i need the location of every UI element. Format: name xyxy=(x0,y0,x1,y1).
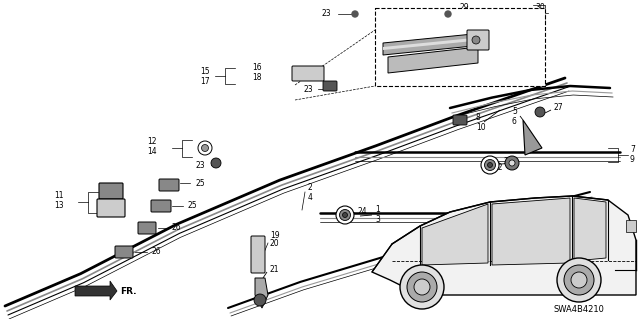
Polygon shape xyxy=(388,47,478,73)
Text: 1: 1 xyxy=(375,205,380,214)
FancyBboxPatch shape xyxy=(138,222,156,234)
Text: 23: 23 xyxy=(195,160,205,169)
Text: 7: 7 xyxy=(630,145,635,154)
FancyBboxPatch shape xyxy=(151,200,171,212)
Text: 5: 5 xyxy=(512,108,517,116)
Text: 24: 24 xyxy=(358,207,367,217)
Text: 25: 25 xyxy=(188,202,198,211)
Text: 12: 12 xyxy=(147,137,157,146)
Text: 23: 23 xyxy=(322,9,332,18)
Text: 3: 3 xyxy=(375,214,380,224)
Polygon shape xyxy=(383,37,483,50)
Text: 8: 8 xyxy=(476,114,481,122)
FancyBboxPatch shape xyxy=(115,246,133,258)
Circle shape xyxy=(535,107,545,117)
Circle shape xyxy=(254,294,266,306)
Circle shape xyxy=(342,212,348,218)
Polygon shape xyxy=(422,204,488,265)
Circle shape xyxy=(445,11,451,17)
Polygon shape xyxy=(255,278,268,308)
Circle shape xyxy=(488,162,493,167)
Circle shape xyxy=(484,160,495,170)
Text: 32: 32 xyxy=(460,13,470,23)
Circle shape xyxy=(400,265,444,309)
Circle shape xyxy=(202,145,209,152)
Text: 26: 26 xyxy=(152,248,162,256)
Circle shape xyxy=(352,11,358,17)
Circle shape xyxy=(211,158,221,168)
Circle shape xyxy=(198,141,212,155)
FancyBboxPatch shape xyxy=(292,66,324,81)
Text: 25: 25 xyxy=(195,179,205,188)
Polygon shape xyxy=(383,33,483,55)
Circle shape xyxy=(407,272,437,302)
FancyBboxPatch shape xyxy=(323,81,337,91)
Text: 17: 17 xyxy=(200,77,210,85)
Circle shape xyxy=(564,265,594,295)
Text: SWA4B4210: SWA4B4210 xyxy=(553,306,604,315)
Circle shape xyxy=(509,160,515,166)
FancyBboxPatch shape xyxy=(159,179,179,191)
Text: 18: 18 xyxy=(252,72,262,81)
Circle shape xyxy=(339,210,351,220)
Circle shape xyxy=(557,258,601,302)
Circle shape xyxy=(414,279,430,295)
Text: 15: 15 xyxy=(200,68,210,77)
Polygon shape xyxy=(372,196,636,295)
Polygon shape xyxy=(75,281,117,300)
Text: 26: 26 xyxy=(172,224,182,233)
Text: 20: 20 xyxy=(270,240,280,249)
FancyBboxPatch shape xyxy=(97,199,125,217)
Text: 14: 14 xyxy=(147,146,157,155)
Circle shape xyxy=(336,206,354,224)
Text: 2: 2 xyxy=(308,183,313,192)
Text: 16: 16 xyxy=(252,63,262,72)
Polygon shape xyxy=(574,198,606,261)
Text: 10: 10 xyxy=(476,122,486,131)
Text: 28: 28 xyxy=(390,27,399,36)
Polygon shape xyxy=(523,120,542,155)
Circle shape xyxy=(472,36,480,44)
Text: 22: 22 xyxy=(494,164,504,173)
Text: 23: 23 xyxy=(304,85,314,93)
Bar xyxy=(626,220,636,232)
Text: 6: 6 xyxy=(512,116,517,125)
Text: 19: 19 xyxy=(270,231,280,240)
Text: 21: 21 xyxy=(270,265,280,275)
FancyBboxPatch shape xyxy=(251,236,265,273)
Polygon shape xyxy=(492,198,570,265)
Text: 31: 31 xyxy=(390,38,399,47)
Text: 4: 4 xyxy=(308,192,313,202)
Circle shape xyxy=(481,156,499,174)
Circle shape xyxy=(571,272,587,288)
FancyBboxPatch shape xyxy=(453,115,467,125)
FancyBboxPatch shape xyxy=(99,183,123,199)
Text: 33: 33 xyxy=(535,13,545,23)
Text: 27: 27 xyxy=(554,103,564,113)
Text: FR.: FR. xyxy=(120,286,136,295)
Text: 29: 29 xyxy=(460,4,470,12)
Text: 13: 13 xyxy=(54,202,64,211)
Circle shape xyxy=(505,156,519,170)
Text: 11: 11 xyxy=(54,191,64,201)
Text: 24: 24 xyxy=(503,158,513,167)
FancyBboxPatch shape xyxy=(467,30,489,50)
Text: 9: 9 xyxy=(630,155,635,165)
Text: 23: 23 xyxy=(415,9,424,18)
Bar xyxy=(375,8,545,86)
Text: 30: 30 xyxy=(535,4,545,12)
